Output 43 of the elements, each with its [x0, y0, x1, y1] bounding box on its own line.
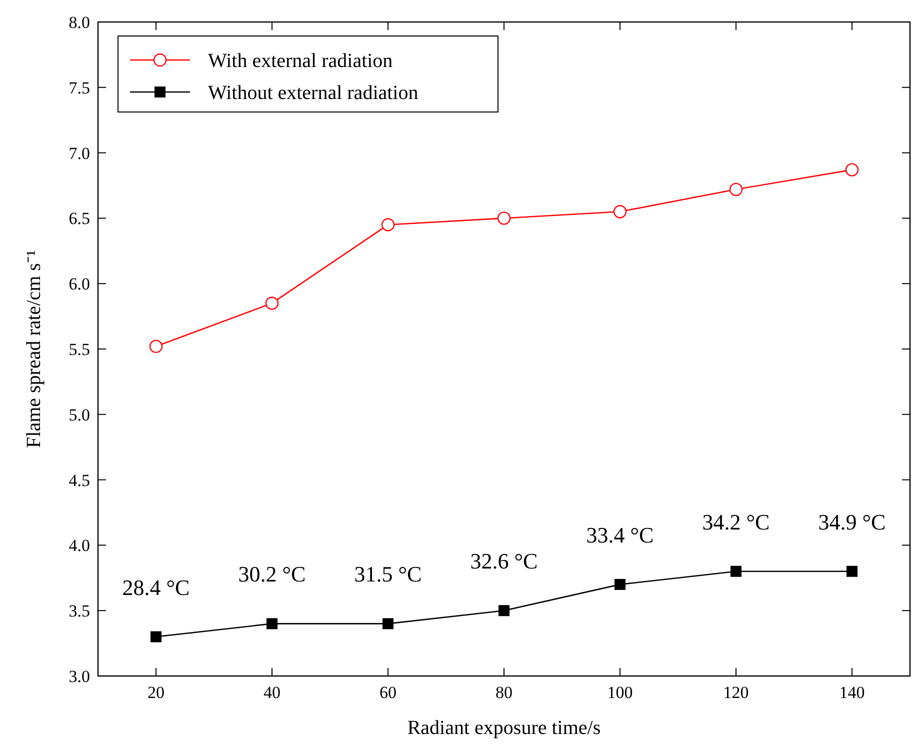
x-tick-label: 80 — [496, 683, 512, 702]
y-tick-label: 5.5 — [68, 340, 90, 359]
x-tick-label: 20 — [148, 683, 164, 702]
point — [497, 212, 511, 225]
x-tick-label: 120 — [723, 683, 749, 702]
point — [149, 340, 163, 353]
annotation: 28.4 °C — [122, 574, 190, 600]
x-tick-label: 100 — [607, 683, 633, 702]
x-axis-title: Radiant exposure time/s — [407, 717, 601, 739]
y-tick-label: 6.5 — [68, 209, 90, 228]
point — [729, 182, 743, 196]
annotation: 32.6 °C — [470, 548, 538, 574]
point — [266, 618, 278, 630]
y-tick-label: 8.0 — [68, 12, 90, 32]
y-tick-label: 4.5 — [68, 470, 90, 490]
x-tick-label: 140 — [839, 683, 865, 702]
point — [846, 566, 858, 577]
y-tick-label: 5.0 — [68, 405, 90, 424]
point — [265, 296, 279, 310]
annotation: 31.5 °C — [354, 562, 422, 587]
point — [382, 618, 394, 630]
point — [498, 605, 510, 616]
y-tick-label: 7.5 — [68, 78, 90, 98]
y-tick-label: 4.0 — [68, 536, 90, 556]
legend-label: With external radiation — [208, 50, 393, 72]
point — [730, 566, 742, 577]
y-axis-title: Flame spread rate/cm s⁻¹ — [23, 250, 45, 448]
x-tick-label: 40 — [264, 683, 280, 702]
annotation: 33.4 °C — [586, 522, 654, 548]
x-tick-label: 60 — [380, 683, 396, 702]
point — [614, 578, 626, 590]
point — [845, 163, 859, 176]
point — [381, 218, 395, 232]
y-tick-label: 3.5 — [68, 602, 90, 621]
point — [150, 631, 162, 642]
legend-label: Without external radiation — [208, 82, 418, 104]
annotation: 34.9 °C — [818, 509, 886, 534]
annotation: 30.2 °C — [238, 562, 306, 587]
annotation: 34.2 °C — [702, 509, 770, 534]
point — [613, 205, 627, 218]
y-tick-label: 7.0 — [68, 144, 90, 163]
y-tick-label: 6.0 — [68, 274, 90, 294]
y-tick-label: 3.0 — [68, 666, 90, 686]
